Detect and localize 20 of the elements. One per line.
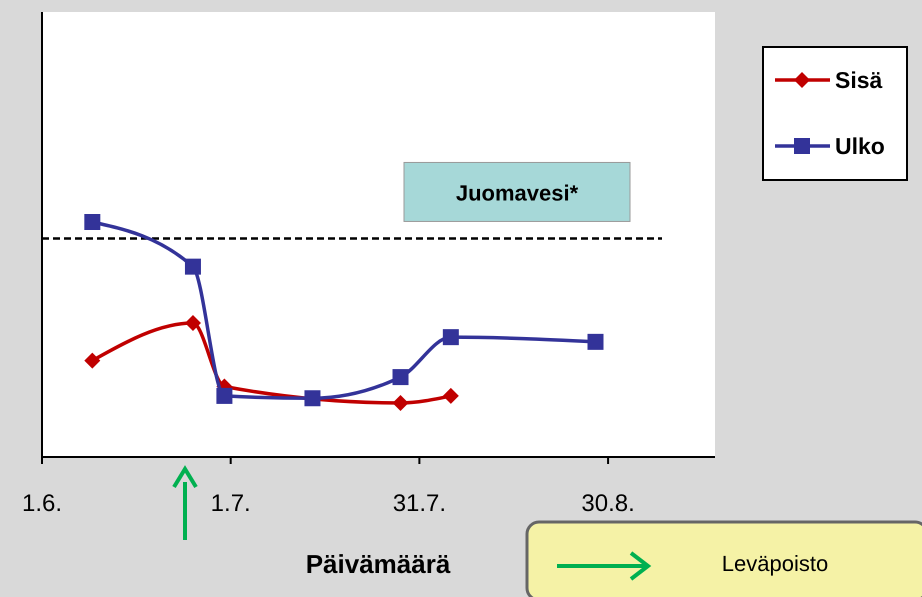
point	[392, 369, 409, 386]
point	[587, 334, 604, 350]
point	[184, 315, 201, 332]
point	[84, 214, 100, 230]
legend-label: Sisä	[835, 67, 883, 93]
x-tick-label: 30.8.	[581, 490, 635, 517]
point	[392, 394, 409, 411]
point	[84, 352, 100, 369]
x-axis-title: Päivämäärä	[306, 549, 451, 579]
point	[184, 258, 201, 275]
point	[442, 329, 459, 346]
x-tick-label: 31.7.	[392, 490, 446, 517]
ref-line-label: Juomavesi*	[456, 180, 579, 206]
x-tick-label: 1.6.	[22, 490, 62, 517]
point	[442, 388, 459, 404]
legend-label: Ulko	[835, 133, 885, 159]
x-tick-label: 1.7.	[210, 490, 251, 517]
point	[216, 388, 232, 404]
text: Leväpoisto	[722, 551, 828, 576]
point	[304, 390, 320, 406]
